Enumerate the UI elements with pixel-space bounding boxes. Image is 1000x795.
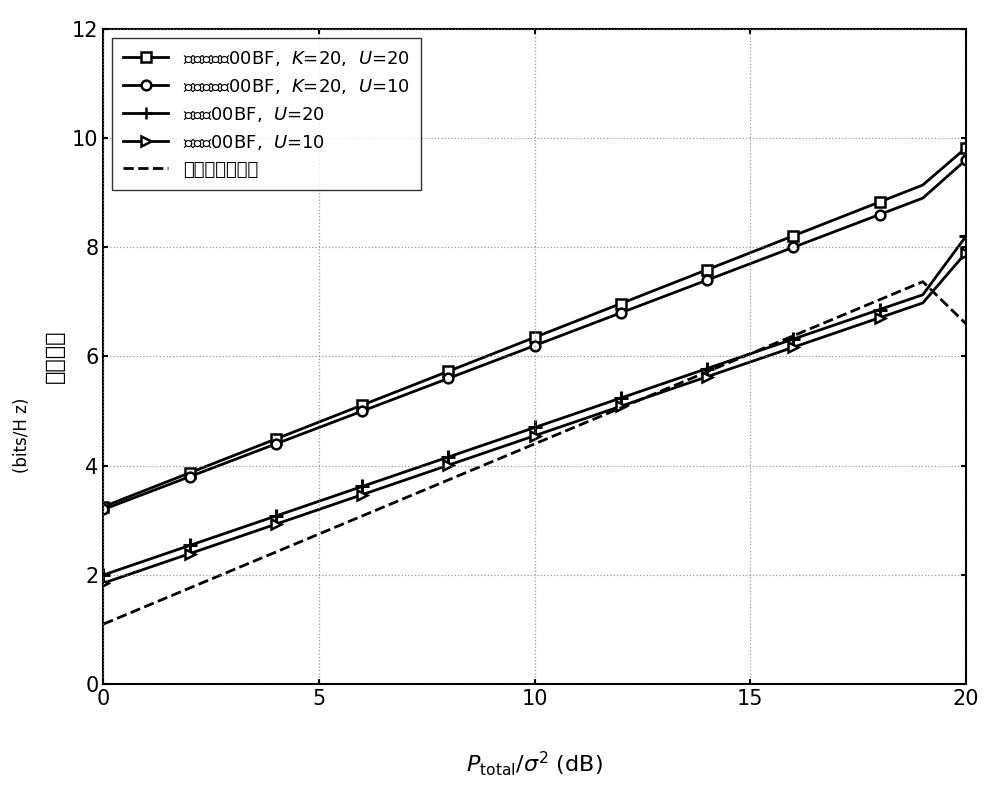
Legend: 中继协助的00BF,  $K$=20,  $U$=20, 中继协助的00BF,  $K$=20,  $U$=10, 传统的00BF,  $U$=20, 传统的0: 中继协助的00BF, $K$=20, $U$=20, 中继协助的00BF, $K… [112, 38, 421, 190]
Text: (bits/H z): (bits/H z) [13, 398, 31, 473]
Text: $P_{\rm total}/\sigma^2\ \rm (dB)$: $P_{\rm total}/\sigma^2\ \rm (dB)$ [466, 750, 603, 778]
Y-axis label: 频谱效率: 频谱效率 [45, 330, 65, 383]
